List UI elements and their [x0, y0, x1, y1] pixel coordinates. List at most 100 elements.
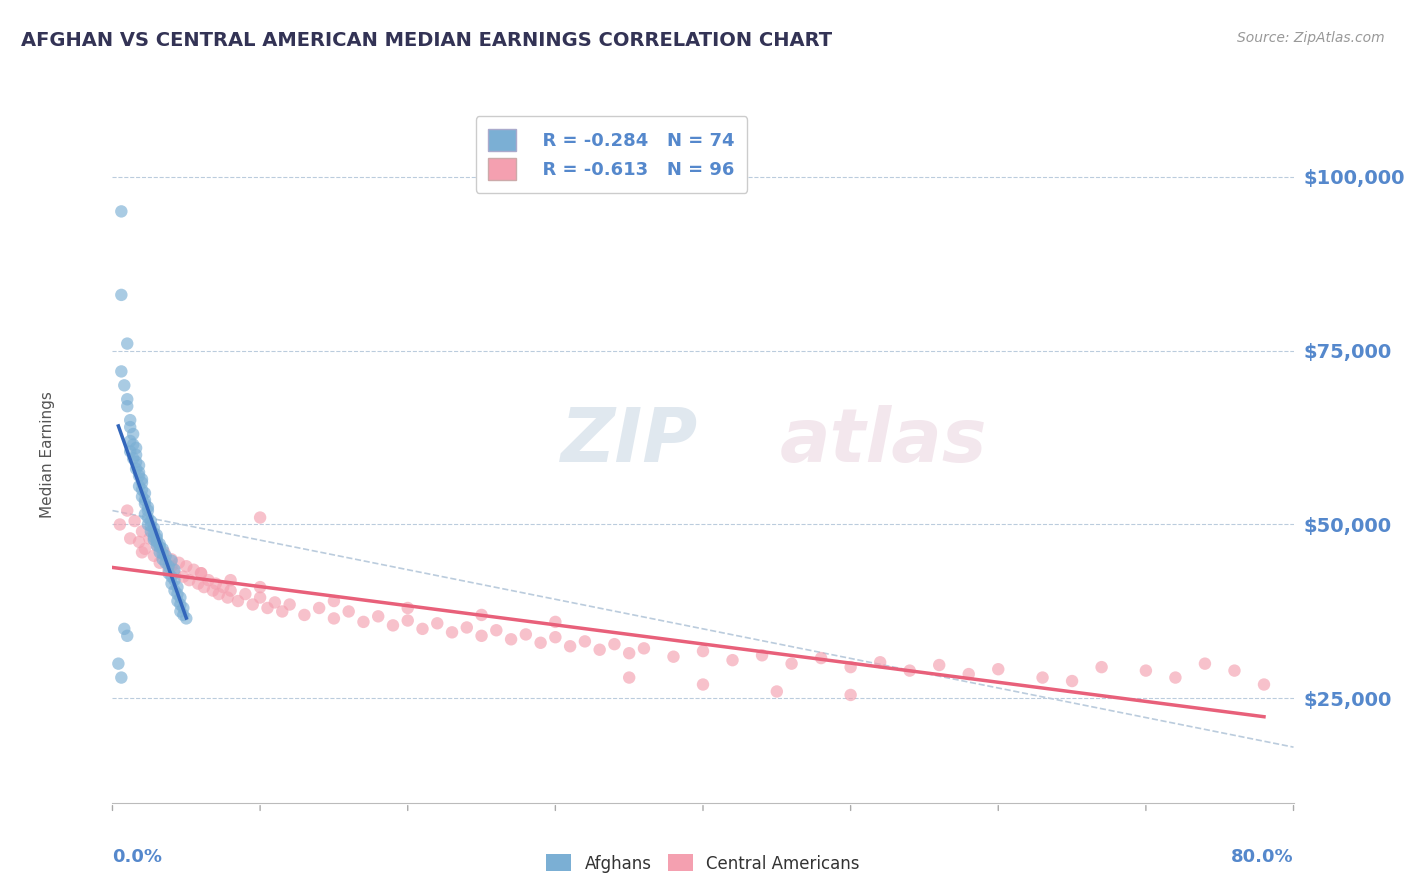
Point	[155, 556, 177, 570]
Point	[142, 521, 165, 535]
Point	[122, 427, 145, 442]
Point	[839, 660, 862, 674]
Point	[249, 510, 271, 524]
Point	[131, 524, 153, 539]
Point	[160, 570, 183, 584]
Legend:   R = -0.284   N = 74,   R = -0.613   N = 96: R = -0.284 N = 74, R = -0.613 N = 96	[475, 116, 747, 193]
Point	[142, 530, 165, 544]
Point	[120, 413, 142, 427]
Point	[110, 364, 132, 378]
Point	[271, 605, 294, 619]
Point	[441, 625, 464, 640]
Point	[163, 566, 186, 581]
Point	[125, 462, 148, 476]
Point	[120, 420, 142, 434]
Point	[122, 437, 145, 451]
Point	[134, 493, 156, 508]
Point	[152, 547, 174, 561]
Point	[146, 538, 169, 552]
Point	[124, 514, 146, 528]
Point	[337, 605, 360, 619]
Point	[125, 441, 148, 455]
Point	[242, 598, 264, 612]
Point	[131, 490, 153, 504]
Text: 0.0%: 0.0%	[112, 848, 163, 866]
Point	[166, 587, 188, 601]
Point	[898, 664, 921, 678]
Point	[662, 649, 685, 664]
Point	[139, 524, 162, 539]
Point	[163, 563, 186, 577]
Point	[166, 580, 188, 594]
Point	[256, 601, 278, 615]
Point	[160, 554, 183, 568]
Point	[172, 601, 194, 615]
Point	[169, 598, 191, 612]
Point	[163, 583, 186, 598]
Point	[157, 559, 180, 574]
Point	[1091, 660, 1114, 674]
Point	[352, 615, 374, 629]
Point	[957, 667, 980, 681]
Point	[134, 497, 156, 511]
Point	[226, 594, 249, 608]
Point	[396, 601, 419, 615]
Point	[292, 607, 315, 622]
Point	[131, 475, 153, 490]
Point	[1164, 671, 1187, 685]
Point	[166, 594, 188, 608]
Point	[117, 629, 138, 643]
Point	[183, 563, 205, 577]
Point	[869, 655, 891, 669]
Point	[367, 609, 389, 624]
Point	[108, 517, 131, 532]
Point	[110, 288, 132, 302]
Point	[128, 479, 150, 493]
Point	[603, 637, 626, 651]
Point	[155, 549, 177, 563]
Text: Median Earnings: Median Earnings	[39, 392, 55, 518]
Point	[128, 534, 150, 549]
Text: AFGHAN VS CENTRAL AMERICAN MEDIAN EARNINGS CORRELATION CHART: AFGHAN VS CENTRAL AMERICAN MEDIAN EARNIN…	[21, 31, 832, 50]
Point	[157, 566, 180, 581]
Point	[142, 549, 165, 563]
Point	[149, 556, 172, 570]
Legend: Afghans, Central Americans: Afghans, Central Americans	[540, 847, 866, 880]
Point	[323, 611, 346, 625]
Point	[501, 632, 523, 647]
Point	[187, 576, 209, 591]
Point	[411, 622, 433, 636]
Point	[208, 587, 231, 601]
Point	[1223, 664, 1246, 678]
Point	[134, 541, 156, 556]
Point	[190, 566, 212, 581]
Point	[142, 533, 165, 547]
Point	[139, 514, 162, 528]
Point	[117, 392, 138, 407]
Point	[120, 444, 142, 458]
Point	[149, 540, 172, 554]
Point	[107, 657, 129, 671]
Point	[112, 378, 135, 392]
Point	[110, 204, 132, 219]
Point	[174, 611, 197, 625]
Point	[217, 591, 239, 605]
Point	[172, 607, 194, 622]
Point	[558, 639, 582, 653]
Text: 80.0%: 80.0%	[1230, 848, 1294, 866]
Point	[692, 677, 714, 691]
Point	[125, 448, 148, 462]
Point	[382, 618, 405, 632]
Point	[167, 556, 190, 570]
Point	[588, 642, 610, 657]
Point	[249, 580, 271, 594]
Point	[149, 545, 172, 559]
Point	[928, 658, 950, 673]
Point	[201, 583, 224, 598]
Point	[146, 532, 169, 546]
Point	[721, 653, 744, 667]
Point	[197, 573, 219, 587]
Point	[146, 534, 169, 549]
Point	[160, 552, 183, 566]
Point	[152, 552, 174, 566]
